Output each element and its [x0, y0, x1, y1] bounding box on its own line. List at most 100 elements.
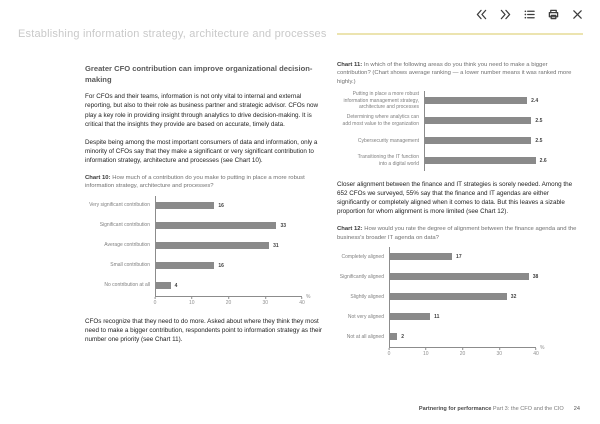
axis-tick-mark: [498, 347, 500, 350]
chart-category-label: Cybersecurity management: [357, 137, 419, 144]
bar-value-label: 2.5: [535, 137, 543, 144]
bar: [156, 262, 215, 270]
double-chevron-left-icon[interactable]: [476, 9, 487, 20]
footer-page-number: 24: [573, 406, 580, 412]
chart-category-label: Completely aligned: [341, 253, 384, 260]
chart-10-caption: Chart 10: How much of a contribution do …: [85, 174, 324, 191]
axis-tick-mark: [462, 347, 463, 350]
chart-row: Cybersecurity management 2.5: [337, 130, 580, 151]
bar-value-label: 32: [510, 293, 517, 300]
page-footer: Partnering for performance Part 3: the C…: [419, 406, 580, 412]
chart-track: 4: [155, 275, 302, 296]
bar: [390, 293, 507, 301]
axis-tick: 10: [422, 347, 429, 357]
left-column: Greater CFO contribution can improve org…: [85, 64, 324, 353]
axis-tick-mark: [191, 296, 193, 299]
section-heading: Greater CFO contribution can improve org…: [85, 64, 313, 84]
bar: [390, 253, 453, 261]
bar-value-label: 16: [218, 262, 224, 269]
chart-row: Average contribution 31: [85, 235, 324, 256]
axis-tick: 0: [387, 347, 391, 357]
axis-tick: 30: [496, 347, 502, 357]
chart-category-label: Determining where analytics can add most…: [342, 114, 419, 127]
chart-x-axis: 0 10 20 30 40%: [337, 344, 580, 359]
double-chevron-right-icon[interactable]: [500, 9, 511, 20]
chart-category-label: Significantly aligned: [339, 273, 384, 280]
bar: [156, 222, 277, 230]
chart-category-label: Small contribution: [110, 262, 150, 269]
chart-track: 32: [389, 286, 536, 307]
bar-value-label: 2.4: [531, 97, 539, 104]
paragraph: Despite being among the most important c…: [85, 138, 318, 164]
chart-track: 2.5: [424, 130, 574, 151]
chart-category-label: Very significant contribution: [89, 202, 150, 209]
axis-tick-mark: [535, 347, 537, 350]
chart-row: Significantly aligned 38: [337, 266, 580, 287]
chart-11-caption: Chart 11: In which of the following area…: [337, 61, 580, 86]
paragraph: For CFOs and their teams, information is…: [85, 93, 319, 128]
bar-value-label: 17: [456, 253, 462, 260]
axis-tick-label: 0: [387, 350, 391, 357]
bar: [156, 242, 270, 250]
chart-row: Transitioning the IT function into a dig…: [337, 150, 580, 171]
bar-value-label: 31: [273, 242, 279, 249]
paragraph: Closer alignment between the finance and…: [337, 180, 573, 216]
axis-spacer: [337, 347, 389, 359]
chart-row: Slightly aligned 32: [337, 286, 580, 307]
toolbar: [476, 9, 583, 20]
chart-category-label: Not at all aligned: [346, 333, 384, 340]
chart-row: No contribution at all 4: [85, 275, 324, 296]
axis-tick-label: 30: [262, 299, 269, 306]
axis-tick-label: 20: [459, 350, 466, 357]
bar-value-label: 2.5: [535, 117, 543, 124]
axis-tick-mark: [388, 347, 390, 350]
bar: [425, 97, 528, 105]
chart-11-caption-text: In which of the following areas do you t…: [337, 62, 572, 85]
bar-value-label: 38: [532, 273, 539, 280]
chart-row: Putting in place a more robust informati…: [337, 90, 580, 111]
axis-tick-label: 0: [153, 299, 157, 306]
chart-track: 2.6: [424, 150, 574, 171]
axis-tick: 40: [533, 347, 539, 357]
chart-row: Not at all aligned 2: [337, 326, 580, 347]
bar-value-label: 2.6: [539, 157, 547, 164]
chart-row: Very significant contribution 16: [85, 195, 324, 216]
chart-track: 31: [155, 235, 302, 256]
chart-12-caption-text: How would you rate the degree of alignme…: [337, 226, 577, 241]
chart-category-label: Slightly aligned: [350, 293, 384, 300]
chart-11-caption-label: Chart 11:: [337, 62, 363, 68]
chart-category-label: Significant contribution: [99, 222, 150, 229]
page-header: Establishing information strategy, archi…: [18, 28, 583, 40]
print-icon[interactable]: [548, 9, 559, 20]
chart-10: Very significant contribution 16 Significa…: [85, 195, 324, 308]
axis-tick-label: 40: [299, 299, 305, 306]
bar-value-label: 33: [280, 222, 286, 229]
chart-11: Putting in place a more robust informati…: [337, 90, 580, 171]
bar-value-label: 2: [401, 333, 405, 340]
chart-track: 11: [389, 306, 536, 327]
axis-tick-mark: [154, 296, 156, 299]
axis-line: 0 10 20 30 40%: [153, 294, 311, 308]
chart-row: Small contribution 16: [85, 255, 324, 276]
close-icon[interactable]: [572, 9, 583, 20]
chart-row: Not very aligned 11: [337, 306, 580, 327]
axis-tick-label: 20: [225, 299, 232, 306]
chart-category-label: Transitioning the IT function into a dig…: [357, 154, 419, 167]
bar: [390, 313, 431, 321]
axis-unit-label: %: [540, 344, 545, 351]
bar-value-label: 16: [218, 202, 224, 209]
chart-category-label: Not very aligned: [347, 313, 384, 320]
chart-12-caption: Chart 12: How would you rate the degree …: [337, 225, 580, 242]
axis-tick-mark: [425, 347, 427, 350]
axis-tick: 0: [153, 296, 157, 306]
chart-10-caption-text: How much of a contribution do you make t…: [85, 175, 305, 190]
footer-report-title: Partnering for performance: [418, 406, 492, 412]
list-contents-icon[interactable]: [524, 9, 535, 20]
axis-tick-mark: [264, 296, 266, 299]
axis-tick: 20: [459, 347, 466, 357]
footer-part-title: Part 3: the CFO and the CIO: [491, 406, 564, 412]
chart-track: 16: [155, 255, 302, 276]
axis-tick-label: 10: [422, 350, 429, 357]
paragraph: CFOs recognize that they need to do more…: [85, 317, 322, 343]
chart-x-axis: 0 10 20 30 40%: [85, 294, 324, 308]
